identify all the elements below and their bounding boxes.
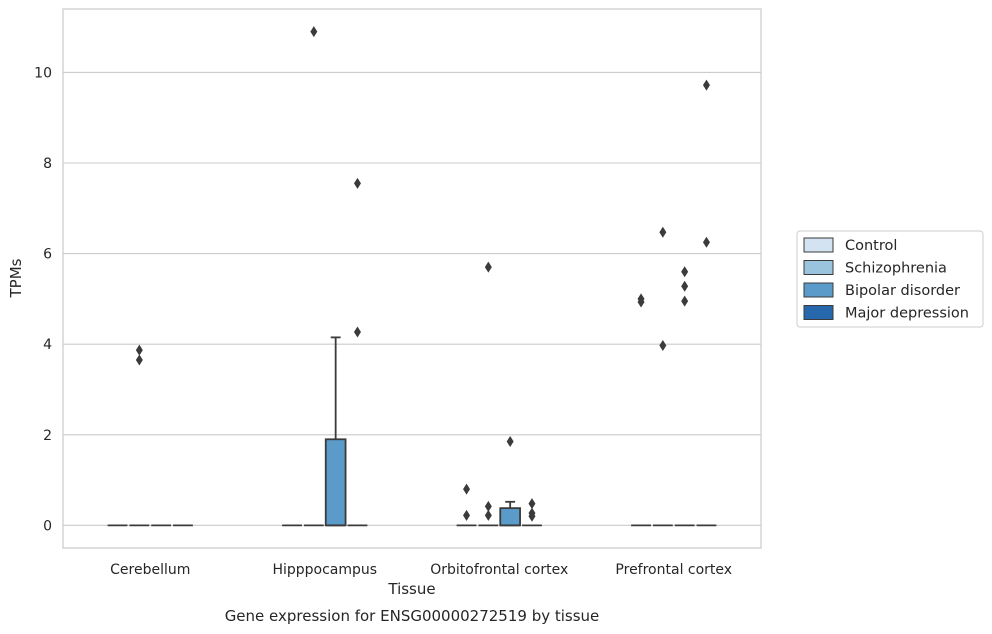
legend-item: Major depression	[803, 305, 969, 322]
outlier-point	[637, 296, 645, 308]
outlier-point	[484, 509, 492, 521]
outlier-point	[702, 236, 710, 248]
legend-item: Bipolar disorder	[803, 282, 960, 299]
outlier-point	[528, 510, 536, 522]
outlier-point	[659, 226, 667, 238]
legend-item: Control	[803, 237, 897, 254]
legend-swatch	[803, 237, 834, 253]
y-tick-label: 10	[34, 65, 52, 81]
outlier-point	[353, 177, 361, 189]
outlier-point	[659, 340, 667, 352]
outlier-point	[463, 509, 471, 521]
y-gridlines	[63, 71, 761, 526]
x-tick-label: Orbitofrontal cortex	[430, 562, 568, 578]
y-axis-label: TPMs	[7, 258, 25, 298]
legend-label: Control	[845, 238, 897, 254]
x-axis-label: Tissue	[387, 580, 435, 598]
outlier-point	[135, 354, 143, 366]
boxes	[107, 336, 717, 527]
legend-label: Bipolar disorder	[845, 283, 960, 299]
outlier-point	[528, 498, 536, 510]
y-tick-labels: 0 2 4 6 8 10	[34, 65, 52, 534]
outlier-point	[484, 261, 492, 273]
x-tick-label: Cerebellum	[110, 562, 190, 578]
legend: Control Schizophrenia Bipolar disorder Majo…	[796, 230, 984, 328]
outlier-point	[310, 26, 318, 38]
outlier-point	[681, 266, 689, 278]
box-2-2	[499, 500, 521, 527]
outlier-point	[463, 483, 471, 495]
x-tick-label: Hipppocampus	[272, 562, 377, 578]
outlier-point	[135, 344, 143, 356]
legend-label: Major depression	[845, 306, 969, 322]
outlier-point	[484, 500, 492, 512]
y-tick-label: 8	[43, 156, 52, 172]
chart-caption: Gene expression for ENSG00000272519 by t…	[225, 607, 600, 625]
legend-swatch	[803, 282, 834, 298]
legend-swatch	[803, 260, 834, 275]
legend-items: Control Schizophrenia Bipolar disorder Majo…	[803, 237, 969, 322]
y-tick-label: 6	[43, 247, 52, 263]
legend-label: Schizophrenia	[845, 261, 947, 277]
legend-frame	[796, 230, 984, 328]
plot-area-frame	[62, 8, 762, 549]
outlier-point	[702, 79, 710, 91]
y-tick-label: 2	[43, 428, 52, 444]
box-2-1	[324, 336, 347, 527]
box-body	[324, 438, 347, 527]
x-tick-labels: Cerebellum Hipppocampus Orbitofrontal cort…	[110, 562, 732, 578]
outlier-point	[681, 280, 689, 292]
y-tick-label: 0	[43, 518, 52, 534]
outlier-points	[135, 26, 710, 522]
y-tick-label: 4	[43, 337, 52, 353]
legend-item: Schizophrenia	[803, 260, 947, 277]
outlier-point	[506, 436, 514, 448]
box-body	[499, 507, 521, 527]
outlier-point	[353, 326, 361, 338]
outlier-point	[681, 295, 689, 307]
x-tick-label: Prefrontal cortex	[615, 562, 732, 578]
legend-swatch	[803, 305, 834, 320]
